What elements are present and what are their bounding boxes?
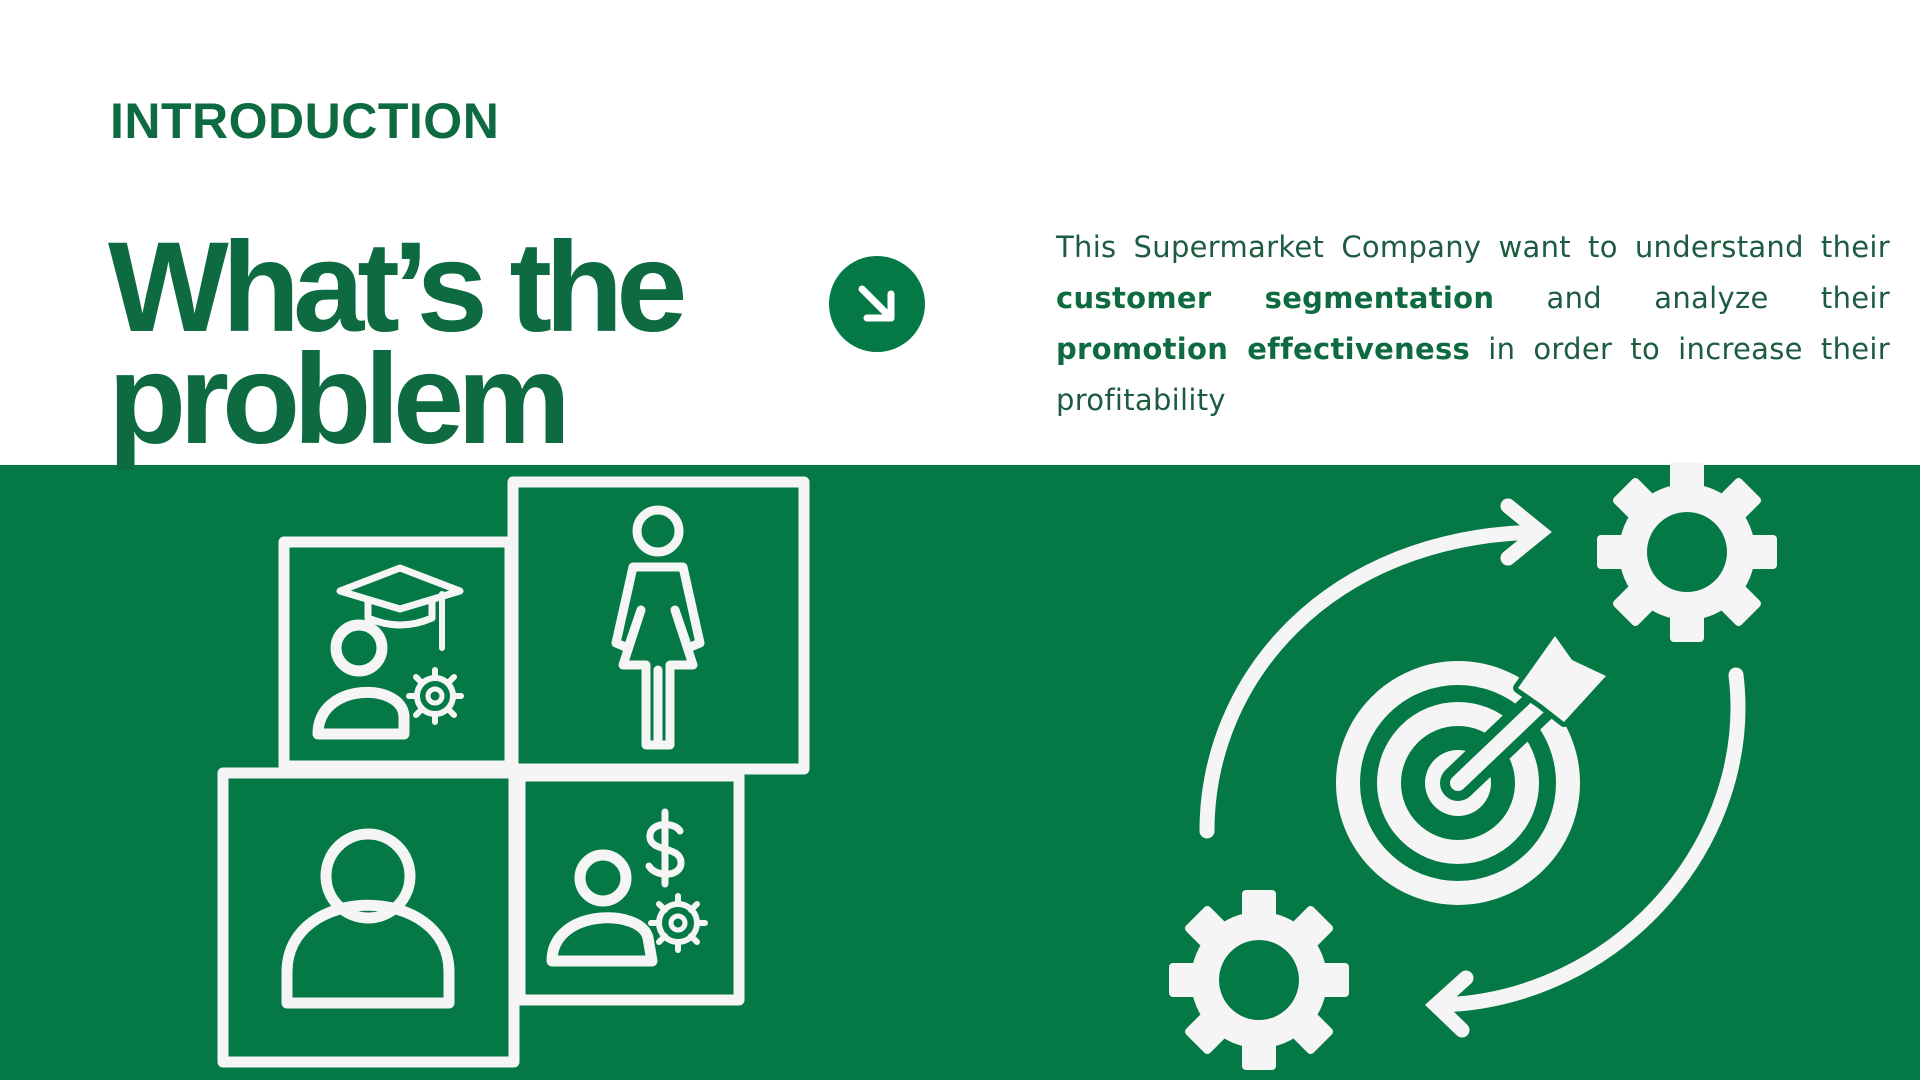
headline-line-2: problem [108,328,571,471]
tile-female [507,476,810,775]
tile-dollar-user [514,770,745,1006]
tile-user [217,767,520,1068]
intro-highlight-promotion-effectiveness: promotion effectiveness [1056,332,1471,366]
gear-icon [1597,462,1777,642]
intro-text-part: in order to increase their profitability [1056,332,1890,417]
gear-icon [1169,890,1349,1070]
user-dollar-settings-icon [546,808,708,967]
user-icon [281,828,455,1009]
arrow-down-right-icon [829,256,925,352]
target-cycle-icon [1199,498,1746,1038]
intro-text-part: This Supermarket Company want to underst… [1056,230,1890,264]
female-figure-icon [611,505,705,750]
headline-line-1: What’s the [108,216,687,359]
slide-headline: What’s the problem [108,216,687,471]
intro-highlight-customer-segmentation: customer segmentation [1056,281,1495,315]
segmentation-tiles [217,476,810,1068]
intro-paragraph: This Supermarket Company want to underst… [1056,222,1890,426]
section-label: INTRODUCTION [110,93,500,149]
graduate-user-settings-icon [312,564,464,740]
intro-text-part: and analyze their [1494,281,1890,315]
